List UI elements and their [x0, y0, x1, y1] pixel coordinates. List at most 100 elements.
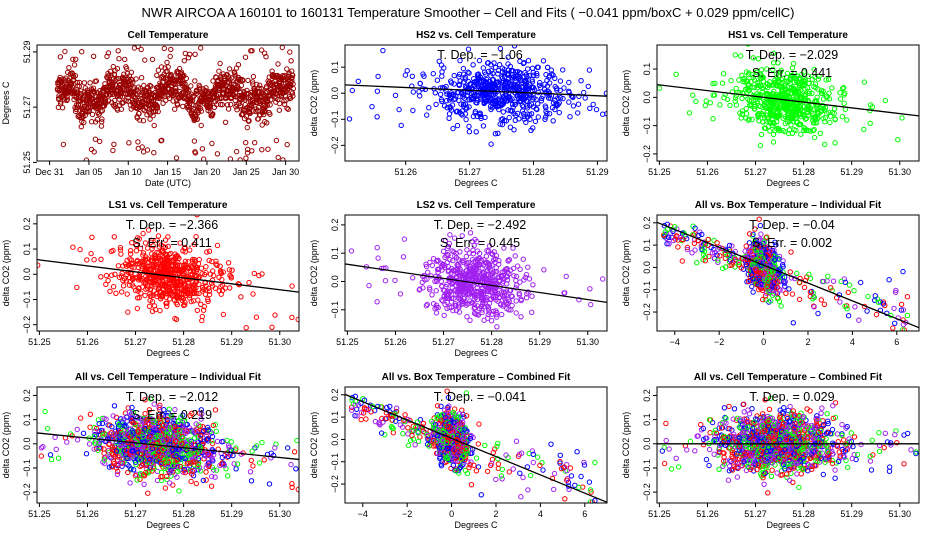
data-point: [130, 79, 136, 86]
data-point: [508, 307, 514, 313]
data-point: [447, 257, 453, 263]
data-point: [160, 100, 166, 106]
data-point: [811, 127, 817, 133]
data-point: [724, 252, 731, 259]
data-point: [424, 112, 430, 118]
data-point: [289, 314, 295, 321]
y-tick-label: −0.2: [642, 145, 652, 163]
data-point: [749, 283, 755, 290]
data-point: [464, 262, 470, 268]
data-point: [110, 247, 116, 254]
x-tick-label: Dec 31: [35, 167, 64, 177]
data-point: [767, 79, 773, 85]
data-points: [657, 216, 919, 331]
data-point: [544, 64, 551, 71]
data-point: [99, 119, 105, 125]
data-point: [732, 256, 738, 263]
data-point: [523, 72, 530, 78]
data-point: [453, 109, 460, 115]
data-point: [830, 278, 837, 284]
data-point: [492, 64, 499, 71]
data-point: [204, 249, 210, 255]
data-point: [438, 278, 445, 284]
data-point: [238, 82, 245, 89]
data-point: [743, 261, 749, 268]
data-point: [520, 111, 527, 117]
data-point: [543, 71, 549, 78]
data-point: [603, 90, 607, 96]
data-point: [901, 327, 908, 331]
data-point: [450, 257, 456, 264]
data-point: [139, 144, 145, 150]
data-point: [109, 272, 115, 278]
data-point: [457, 57, 463, 64]
data-point: [111, 234, 118, 240]
data-point: [829, 85, 835, 91]
y-tick-label: 51.25: [22, 151, 32, 174]
data-point: [203, 264, 209, 270]
data-point: [739, 72, 745, 79]
data-point: [775, 110, 781, 116]
data-point: [423, 263, 430, 270]
y-tick-label: 0.2: [642, 217, 652, 230]
data-point: [712, 80, 718, 87]
data-point: [758, 75, 765, 82]
data-point: [575, 110, 581, 116]
data-point: [761, 114, 768, 121]
data-point: [427, 286, 433, 293]
data-point: [70, 56, 76, 62]
data-point: [722, 264, 729, 270]
data-point: [118, 273, 125, 279]
data-point: [757, 270, 764, 276]
data-point: [458, 101, 464, 107]
data-point: [424, 301, 430, 308]
fit-line: [37, 258, 299, 293]
data-point: [444, 245, 450, 252]
data-point: [151, 150, 157, 156]
data-point: [495, 67, 502, 74]
data-point: [567, 114, 573, 120]
x-tick-label: 51.28: [522, 167, 545, 177]
data-point: [541, 267, 547, 273]
data-point: [149, 308, 156, 315]
y-axis-label: delta CO2 (ppm): [309, 240, 319, 307]
data-point: [71, 62, 78, 68]
data-point: [511, 45, 518, 49]
data-point: [673, 71, 679, 78]
data-point: [880, 301, 887, 307]
data-point: [454, 122, 461, 129]
data-point: [192, 150, 199, 156]
panel-title: LS1 vs. Cell Temperature: [109, 200, 228, 211]
data-point: [755, 82, 762, 89]
data-point: [479, 307, 485, 313]
data-point: [374, 245, 380, 251]
data-point: [107, 288, 113, 294]
data-point: [74, 284, 80, 291]
data-point: [473, 294, 479, 301]
data-point: [736, 262, 743, 268]
data-point: [284, 105, 290, 111]
data-point: [499, 121, 506, 128]
data-point: [815, 310, 821, 317]
data-point: [136, 260, 142, 266]
data-point: [516, 290, 522, 296]
data-point: [472, 304, 478, 311]
data-point: [200, 307, 207, 313]
data-point: [715, 259, 721, 265]
data-point: [466, 129, 473, 135]
data-point: [801, 284, 808, 291]
data-point: [518, 314, 524, 320]
data-point: [392, 92, 399, 99]
data-point: [190, 266, 196, 272]
x-tick-label: 4: [850, 337, 855, 347]
data-point: [475, 289, 481, 295]
data-point: [208, 483, 215, 489]
data-point: [826, 96, 833, 102]
data-point: [529, 65, 536, 72]
data-point: [396, 106, 402, 113]
data-point: [732, 52, 738, 58]
data-point: [108, 72, 114, 79]
data-point: [118, 251, 124, 257]
x-tick-label: 0: [761, 337, 766, 347]
